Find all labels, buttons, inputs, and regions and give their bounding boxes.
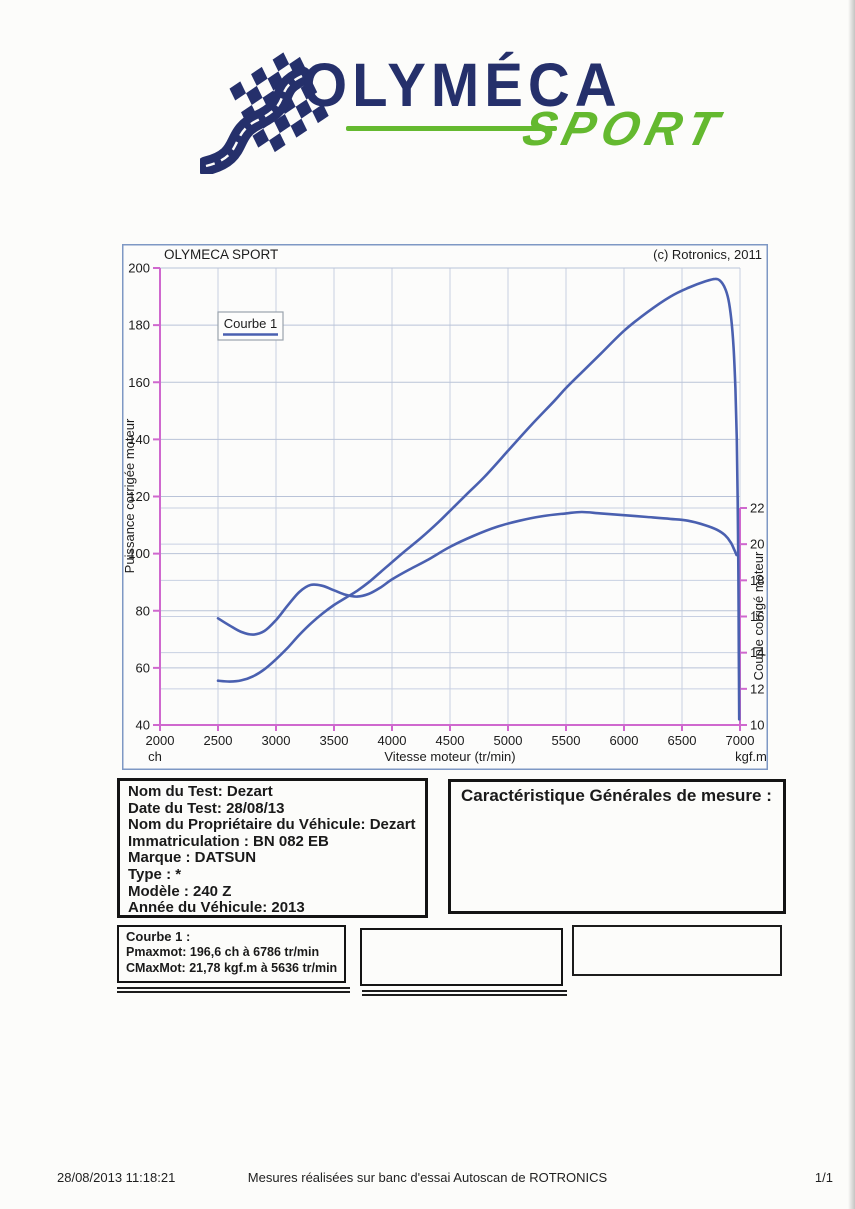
empty-results-box-2 — [360, 928, 563, 986]
unit-left-label: ch — [148, 749, 162, 764]
chart-title: OLYMECA SPORT — [164, 247, 278, 262]
x-tick-label: 3000 — [262, 733, 291, 748]
torque-curve — [216, 510, 738, 636]
legend-label: Courbe 1 — [224, 316, 277, 331]
chart-copyright: (c) Rotronics, 2011 — [653, 247, 762, 262]
y-left-tick-label: 180 — [128, 318, 150, 333]
logo-wordmark: OLYMÉCA — [302, 51, 622, 120]
x-tick-label: 2000 — [146, 733, 175, 748]
empty-results-box-3 — [572, 925, 782, 976]
dyno-chart: 40 60 80 100 120 140 160 180 200 2000 2500 3000 3500… — [122, 244, 768, 770]
vehicle-info-box: Nom du Test: Dezart Date du Test: 28/08/1… — [117, 778, 428, 918]
page-footer: 28/08/2013 11:18:21 Mesures réalisées su… — [0, 1170, 855, 1190]
x-tick-label: 3500 — [320, 733, 349, 748]
x-tick-label: 2500 — [204, 733, 233, 748]
characteristics-title: Caractéristique Générales de mesure : — [461, 786, 772, 805]
y-right-tick-label: 10 — [750, 718, 764, 733]
dyno-chart-svg: 40 60 80 100 120 140 160 180 200 2000 2500 3000 3500… — [122, 244, 768, 770]
vehicle-info-line: Date du Test: 28/08/13 — [128, 799, 285, 817]
y-left-tick-label: 120 — [128, 489, 150, 504]
x-tick-label: 4000 — [378, 733, 407, 748]
y-left-tick-label: 60 — [136, 660, 150, 675]
footer-caption: Mesures réalisées sur banc d'essai Autos… — [247, 1170, 608, 1185]
y-right-tick-label: 18 — [750, 573, 764, 588]
curve-results-box: Courbe 1 : Pmaxmot: 196,6 ch à 6786 tr/m… — [117, 925, 346, 983]
y-right-tick-label: 16 — [750, 609, 764, 624]
scan-edge-shadow — [848, 0, 855, 1209]
x-axis-title: Vitesse moteur (tr/min) — [384, 749, 515, 764]
x-tick-label: 7000 — [726, 733, 755, 748]
y-left-tick-label: 160 — [128, 375, 150, 390]
footer-datetime: 28/08/2013 11:18:21 — [57, 1170, 176, 1185]
vehicle-info-line: Immatriculation : BN 082 EB — [128, 832, 329, 850]
vehicle-info-line: Nom du Propriétaire du Véhicule: Dezart — [128, 816, 416, 834]
vehicle-info-line: Nom du Test: Dezart — [128, 783, 273, 800]
pmax-value: Pmaxmot: 196,6 ch à 6786 tr/min — [126, 945, 320, 959]
checkered-flag-road-icon — [200, 52, 329, 174]
y-left-tick-label: 100 — [128, 546, 150, 561]
footer-page-number: 1/1 — [814, 1170, 833, 1185]
y-right-tick-label: 14 — [750, 645, 764, 660]
x-tick-label: 6500 — [668, 733, 697, 748]
x-tick-label: 5000 — [494, 733, 523, 748]
y-left-tick-label: 200 — [128, 261, 150, 276]
vehicle-info-line: Modèle : 240 Z — [128, 882, 232, 900]
logo-green-underline — [346, 126, 557, 131]
y-right-tick-label: 12 — [750, 681, 764, 696]
y-left-tick-label: 40 — [136, 718, 150, 733]
y-right-tick-label: 20 — [750, 537, 764, 552]
cmax-value: CMaxMot: 21,78 kgf.m à 5636 tr/min — [126, 960, 338, 975]
box-shadow-bar — [117, 987, 350, 993]
vehicle-info-line: Marque : DATSUN — [128, 849, 257, 867]
power-curve — [216, 277, 741, 721]
unit-right-label: kgf.m — [735, 749, 767, 764]
vehicle-info-line: Année du Véhicule: 2013 — [128, 899, 305, 917]
curve-results-title: Courbe 1 : — [126, 929, 191, 944]
y-left-axis-title: Puissance corrigée moteur — [122, 418, 137, 573]
measurement-characteristics-box: Caractéristique Générales de mesure : — [448, 779, 786, 914]
x-tick-label: 6000 — [610, 733, 639, 748]
y-right-axis-title: Couple corrigé moteur — [751, 551, 766, 680]
x-tick-label: 4500 — [436, 733, 465, 748]
y-left-tick-label: 140 — [128, 432, 150, 447]
y-left-tick-label: 80 — [136, 603, 150, 618]
vehicle-info-line: Type : * — [128, 865, 182, 883]
y-right-tick-label: 22 — [750, 501, 764, 516]
x-tick-label: 5500 — [552, 733, 581, 748]
logo-sport-script: SPORT — [517, 103, 731, 156]
olymeca-logo: OLYMÉCA SPORT — [200, 50, 730, 180]
box-shadow-bar — [362, 990, 567, 996]
